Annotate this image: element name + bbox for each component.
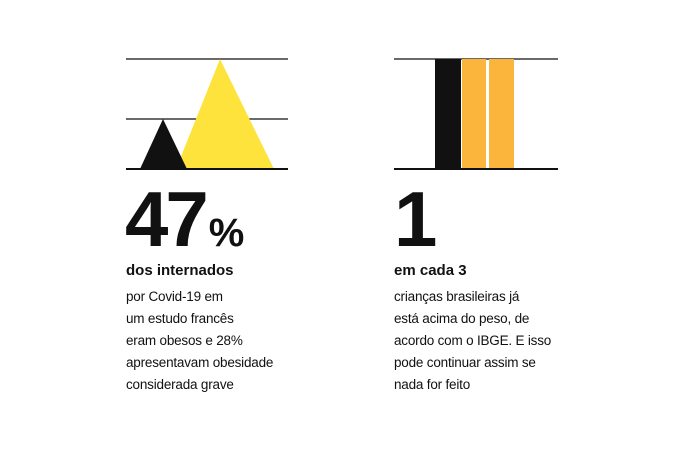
stat-description: crianças brasileiras já está acima do pe…: [394, 286, 551, 396]
description-line: considerada grave: [126, 377, 234, 392]
description-line: está acima do peso, de: [394, 311, 530, 326]
stat-description: por Covid-19 em um estudo francês eram o…: [126, 286, 273, 396]
small-black-triangle: [140, 119, 187, 169]
children-overweight-panel: 1 em cada 3 crianças brasileiras já está…: [340, 0, 680, 449]
stat-headline: dos internados: [126, 262, 234, 279]
stat-1: 1: [394, 180, 437, 258]
obesity-hospitalized-panel: 47% dos internados por Covid-19 em um es…: [125, 58, 288, 396]
orange-bar-2: [489, 59, 514, 169]
stat-value: 47: [125, 175, 209, 263]
large-yellow-triangle: [176, 59, 274, 169]
description-line: nada for feito: [394, 377, 471, 392]
description-line: pode continuar assim se: [394, 355, 536, 370]
stat-headline: em cada 3: [394, 262, 467, 279]
description-line: acordo com o IBGE. E isso: [394, 333, 552, 348]
description-line: apresentavam obesidade: [126, 355, 274, 370]
description-line: eram obesos e 28%: [126, 333, 243, 348]
bars-graphic: [394, 58, 558, 170]
triangles-graphic: [126, 58, 288, 170]
black-bar: [435, 59, 461, 169]
orange-bar-1: [462, 59, 486, 169]
description-line: crianças brasileiras já: [394, 289, 520, 304]
stat-unit: %: [208, 211, 245, 255]
stat-47-percent: 47%: [125, 180, 244, 258]
description-line: um estudo francês: [126, 311, 234, 326]
description-line: por Covid-19 em: [126, 289, 223, 304]
stat-value: 1: [394, 175, 437, 263]
